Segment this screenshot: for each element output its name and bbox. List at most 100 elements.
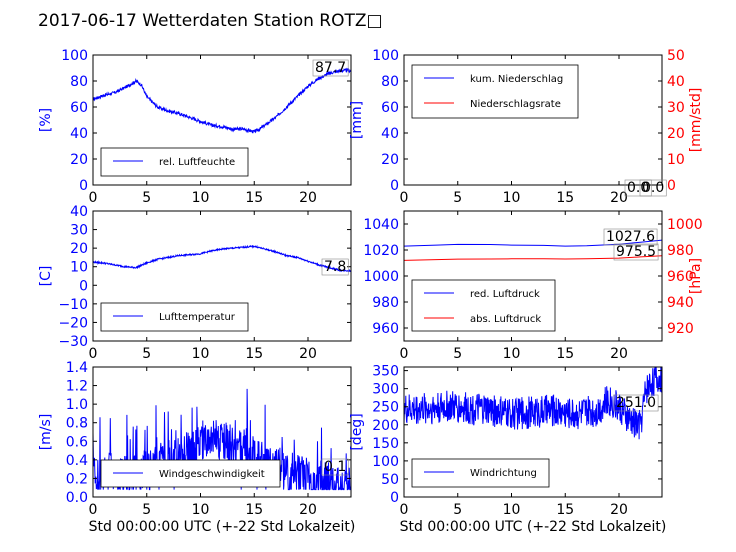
y-tick-label-windspeed-1: 0.2 xyxy=(66,471,88,487)
y-tick-label-precip-4: 80 xyxy=(381,74,399,90)
x-tick-label-humidity-3: 15 xyxy=(245,190,263,206)
x-tick-label-temperature-3: 15 xyxy=(245,346,263,362)
y-tick-label-pressure-0: 960 xyxy=(372,321,399,337)
legend-entry-pressure-1: abs. Luftdruck xyxy=(470,314,541,325)
series-line-humidity-0 xyxy=(93,67,351,134)
panel-temperature: 0 5 10 15 20 −30 −20 −10 0 10 20 30 40 [C] Lufttempera… xyxy=(38,204,352,362)
legend-box-pressure xyxy=(411,279,556,332)
y-tick-label-precip-0: 0 xyxy=(390,178,399,194)
x-tick-label-humidity-1: 5 xyxy=(142,190,151,206)
y-tick-label-temperature-4: 10 xyxy=(70,260,88,276)
y-tick-label-pressure-2: 1000 xyxy=(363,269,399,285)
x-tick-label-precip-4: 20 xyxy=(610,190,628,206)
y-tick-label-windspeed-0: 0.0 xyxy=(66,490,88,506)
legend-entry-winddir-0: Windrichtung xyxy=(470,468,537,479)
x-tick-label-windspeed-4: 20 xyxy=(299,502,317,518)
y2-axis-label-pressure: [hPa] xyxy=(688,258,704,294)
y-axis-label-temperature: [C] xyxy=(38,266,54,287)
legend-humidity: rel. Luftfeuchte xyxy=(100,147,249,177)
y-tick-label-temperature-7: 40 xyxy=(70,204,88,220)
legend-precip: kum. Niederschlag Niederschlagsrate xyxy=(411,64,579,119)
y2-tick-label-pressure-4: 1000 xyxy=(667,217,703,233)
plot-frame-precip xyxy=(403,54,663,186)
y-tick-label-temperature-2: −10 xyxy=(58,297,88,313)
x-tick-label-temperature-1: 5 xyxy=(142,346,151,362)
y-tick-label-humidity-1: 20 xyxy=(70,152,88,168)
y-tick-label-humidity-5: 100 xyxy=(61,48,88,64)
y-tick-label-temperature-0: −30 xyxy=(58,334,88,350)
x-tick-label-windspeed-3: 15 xyxy=(245,502,263,518)
legend-box-humidity xyxy=(100,147,249,177)
y-tick-label-temperature-6: 30 xyxy=(70,223,88,239)
y2-axis-label-precip: [mm/std] xyxy=(688,88,704,153)
y-tick-label-windspeed-4: 0.8 xyxy=(66,416,88,432)
panel-windspeed: 0 5 10 15 20 0.0 0.2 0.4 0.6 0.8 1.0 1.2 1.4 [m/s] Std… xyxy=(38,360,355,535)
x-tick-label-humidity-2: 10 xyxy=(192,190,210,206)
x-tick-label-winddir-0: 0 xyxy=(400,502,409,518)
legend-entry-windspeed-0: Windgeschwindigkeit xyxy=(159,469,265,480)
y-tick-label-humidity-4: 80 xyxy=(70,74,88,90)
series-line-temperature-0 xyxy=(93,244,351,273)
y2-tick-label-pressure-0: 920 xyxy=(667,321,694,337)
annotation-winddir: 251.0 xyxy=(616,395,656,411)
x-tick-label-humidity-4: 20 xyxy=(299,190,317,206)
x-axis-label-winddir: Std 00:00:00 UTC (+-22 Std Lokalzeit) xyxy=(400,519,667,535)
legend-box-winddir xyxy=(411,458,550,488)
x-tick-label-pressure-4: 20 xyxy=(610,346,628,362)
y-tick-label-winddir-6: 300 xyxy=(372,382,399,398)
legend-entry-pressure-0: red. Luftdruck xyxy=(470,289,540,300)
x-tick-label-precip-3: 15 xyxy=(556,190,574,206)
annotation-windspeed-box xyxy=(321,458,349,476)
y-tick-label-precip-5: 100 xyxy=(372,48,399,64)
y2-tick-label-pressure-2: 960 xyxy=(667,269,694,285)
y-tick-label-pressure-4: 1040 xyxy=(363,217,399,233)
y-tick-label-winddir-3: 150 xyxy=(372,436,399,452)
annotation2-precip: 0.0 xyxy=(642,180,664,196)
y-tick-label-temperature-1: −20 xyxy=(58,315,88,331)
y-tick-label-precip-2: 40 xyxy=(381,126,399,142)
series-line-pressure-1 xyxy=(404,255,662,261)
y2-tick-label-precip-1: 10 xyxy=(667,152,685,168)
x-tick-label-pressure-2: 10 xyxy=(503,346,521,362)
annotation-precip: 0.0 xyxy=(627,180,649,196)
plot-frame-humidity xyxy=(92,54,352,186)
y-tick-label-temperature-3: 0 xyxy=(79,278,88,294)
series-line-winddir-0 xyxy=(404,367,662,440)
y-tick-label-winddir-1: 50 xyxy=(381,472,399,488)
annotation2-precip-box xyxy=(639,179,667,197)
x-tick-label-precip-0: 0 xyxy=(400,190,409,206)
panel-humidity: 0 5 10 15 20 0 20 40 60 80 100 [%] rel. Luftfeuchte 8… xyxy=(38,48,352,206)
plot-frame-temperature xyxy=(92,210,352,342)
x-tick-label-winddir-1: 5 xyxy=(453,502,462,518)
y2-tick-label-precip-3: 30 xyxy=(667,100,685,116)
legend-temperature: Lufttemperatur xyxy=(100,302,249,332)
y-tick-label-pressure-1: 980 xyxy=(372,295,399,311)
x-tick-label-pressure-1: 5 xyxy=(453,346,462,362)
series-line-pressure-0 xyxy=(404,239,662,247)
x-tick-label-winddir-3: 15 xyxy=(556,502,574,518)
annotation2-pressure-box xyxy=(613,243,659,261)
y-tick-label-winddir-4: 200 xyxy=(372,418,399,434)
y-tick-label-precip-1: 20 xyxy=(381,152,399,168)
x-tick-label-pressure-0: 0 xyxy=(400,346,409,362)
y-axis-label-precip: [mm] xyxy=(349,101,365,139)
figure-title: 2017-06-17 Wetterdaten Station ROTZ□ xyxy=(38,11,383,31)
legend-pressure: red. Luftdruck abs. Luftdruck xyxy=(411,279,556,332)
y-tick-label-winddir-2: 100 xyxy=(372,454,399,470)
y-tick-label-humidity-0: 0 xyxy=(79,178,88,194)
legend-winddir: Windrichtung xyxy=(411,458,550,488)
legend-box-precip xyxy=(411,64,579,119)
y-axis-label-humidity: [%] xyxy=(38,108,54,132)
annotation-humidity: 87.7 xyxy=(315,60,346,76)
y2-tick-label-precip-5: 50 xyxy=(667,48,685,64)
y-tick-label-winddir-0: 0 xyxy=(390,490,399,506)
plot-frame-winddir xyxy=(403,366,663,498)
annotation-windspeed: 0.1 xyxy=(324,459,346,475)
y-tick-label-windspeed-2: 0.4 xyxy=(66,453,88,469)
y-tick-label-humidity-3: 60 xyxy=(70,100,88,116)
x-tick-label-pressure-3: 15 xyxy=(556,346,574,362)
annotation-temperature-box xyxy=(321,258,349,276)
x-tick-label-windspeed-2: 10 xyxy=(192,502,210,518)
